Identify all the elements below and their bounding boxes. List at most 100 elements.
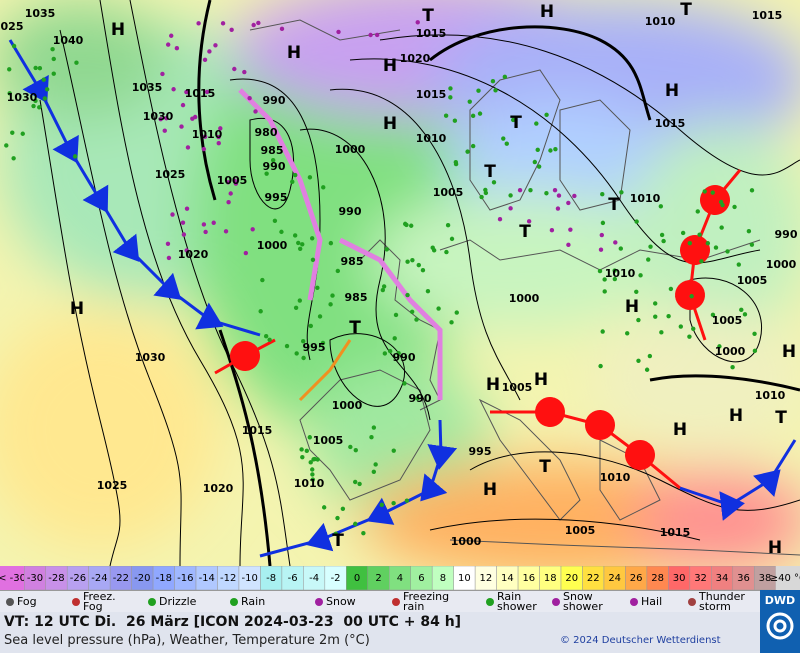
weather-dot [253,109,258,114]
weather-dot [170,212,175,217]
legend-label: Freez. Fog [83,590,116,613]
legend-icon [688,598,696,606]
weather-dot [300,339,306,344]
pressure-system: H [665,81,679,101]
copyright: © 2024 Deutscher Wetterdienst [560,635,721,646]
scale-label: 14 [501,573,514,584]
weather-dot [330,293,335,298]
legend-label: Snow [326,595,356,608]
weather-dot [311,457,316,462]
weather-dot [267,337,272,342]
weather-dot [310,257,316,262]
pressure-label: 1015 [416,27,447,40]
weather-dot [196,21,201,26]
legend-label: Thunder storm [699,590,745,613]
weather-dot [648,244,653,249]
weather-dot [680,230,686,236]
weather-dot [600,329,605,334]
pressure-label: 995 [469,445,492,458]
weather-dot [336,29,341,35]
pressure-system: H [768,538,782,558]
pressure-label: 1005 [737,274,768,287]
weather-dot [304,448,310,454]
legend-icon [552,598,560,606]
scale-label: 24 [608,573,621,584]
weather-dot [256,20,261,26]
pressure-label: 1020 [400,52,431,65]
weather-dot [353,521,358,527]
weather-dot [661,238,666,244]
legend-label: Fog [17,595,37,608]
scale-label: 36 [737,573,750,584]
scale-label: 30 [673,573,686,584]
weather-legend: Fog Freez. Fog Drizzle Rain Snow Freezing rai… [0,590,760,613]
weather-dot [634,289,639,295]
weather-dot [328,240,334,246]
pressure-label: 990 [339,205,362,218]
weather-dot [232,66,237,72]
weather-dot [307,435,313,440]
weather-dot [396,350,401,356]
legend-item: Hail [630,592,662,612]
weather-dot [50,46,55,52]
weather-dot [293,172,298,178]
weather-dot [420,268,426,273]
weather-dot [279,229,284,235]
legend-label: Hail [641,595,663,608]
weather-dot [232,178,237,184]
weather-dot [410,257,415,263]
weather-dot [613,240,618,245]
weather-dot [454,310,459,315]
weather-dot [549,228,555,233]
weather-dot [508,206,513,211]
scale-label: 34 [716,573,729,584]
weather-dot [501,136,506,141]
weather-dot [179,124,184,129]
weather-dot [310,467,315,472]
scale-label: -26 [70,573,86,584]
weather-dot [260,277,265,283]
weather-dot [263,334,269,339]
weather-dot [544,112,549,117]
weather-dot [202,134,208,139]
weather-dot [310,477,316,482]
weather-dot [207,49,212,54]
weather-dot [51,56,56,62]
weather-dot [166,255,172,261]
pressure-label: 1030 [7,91,38,104]
scale-label: 2 [375,573,381,584]
scale-label: -6 [288,573,298,584]
weather-dot [511,117,516,123]
pressure-system: H [383,114,397,134]
weather-dot [380,287,386,293]
weather-dot [11,43,17,49]
weather-dot [404,222,409,228]
weather-dot [190,116,195,121]
weather-dot [452,118,458,123]
weather-dot [201,146,207,152]
weather-dot [317,314,323,319]
weather-dot [270,157,276,163]
scale-label: 22 [587,573,600,584]
weather-dot [320,340,326,346]
pressure-label: 1005 [217,174,248,187]
weather-dot [402,381,407,386]
weather-dot [749,242,755,247]
weather-dot [497,217,503,222]
pressure-system: H [540,2,554,22]
scale-label: 26 [630,573,643,584]
scale-label: 18 [544,573,557,584]
weather-dot [218,126,223,131]
weather-dot [544,191,549,196]
weather-dot [44,87,50,92]
weather-dot [467,99,472,104]
weather-dot [445,223,451,228]
scale-label: -22 [113,573,129,584]
scale-above-label: ≥40 °C [770,573,800,584]
legend-icon [315,598,323,606]
scale-label: 20 [565,573,578,584]
pressure-label: 995 [265,191,288,204]
weather-dot [526,219,532,224]
pressure-system: T [680,0,692,20]
weather-dot [216,134,221,140]
